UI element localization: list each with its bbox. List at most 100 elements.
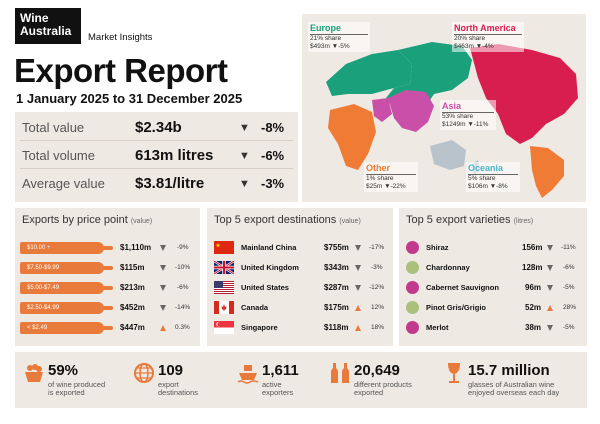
stat-number: 15.7 million [468,362,550,379]
region-name: Other [366,163,391,173]
price-change: -6% [177,284,189,291]
price-change: -10% [175,264,191,271]
region-name: Asia [442,101,462,111]
down-arrow-icon: ▼ [475,43,483,50]
down-arrow-icon [160,285,166,291]
stat-caption-line: active [262,380,282,389]
logo-line1: Wine [20,11,49,25]
region-change: -4% [482,43,494,50]
variety-value: 52m [525,303,542,312]
destination-change: 12% [371,304,385,311]
stats-strip: 59% of wine produced is exported 109 expo… [15,352,587,408]
destination-value: $755m [324,243,349,252]
down-arrow-icon [355,285,361,291]
variety-name: Merlot [426,323,449,332]
summary-label: Total volume [22,148,95,163]
region-figures: $1249m ▼-11% [442,121,494,129]
summary-change: -8% [261,120,285,135]
destination-value: $287m [324,283,349,292]
region-name: Oceania [468,163,504,173]
destination-value: $175m [324,303,349,312]
panel-title-text: Exports by price point [22,214,128,226]
summary-row-average-value: Average value $3.81/litre ▼ -3% [15,171,298,197]
stat-caption-line: glasses of Australian wine [468,380,555,389]
region-europe: Europe 21% share $493m ▼-5% [308,22,370,52]
price-value: $115m [120,263,145,272]
summary-label: Average value [22,176,105,191]
region-share: 1% share [366,175,394,182]
destination-change: 18% [371,324,385,331]
stat-caption-line: exporters [262,388,294,397]
grape-red-icon [406,321,419,334]
region-figures: $25m ▼-22% [366,183,416,191]
divider [20,168,293,169]
region-share: 20% share [454,35,486,42]
grape-basket-icon [25,364,43,382]
date-range: 1 January 2025 to 31 December 2025 [16,91,243,106]
price-change: -9% [177,244,189,251]
brand-logo: Wine Australia [15,8,81,44]
australia-shape [430,140,466,170]
summary-change: -6% [261,148,285,163]
wine-glass-icon [448,363,460,383]
china-flag-icon [214,241,234,254]
ship-icon [237,365,259,384]
variety-change: 28% [563,304,577,311]
stat-number: 20,649 [354,362,400,379]
globe-icon [134,363,154,383]
panel-unit: (value) [339,218,361,225]
divider [20,140,293,141]
variety-value: 38m [525,323,542,332]
price-point-panel: Exports by price point (value) $10.00 + … [15,208,200,346]
summary-row-total-value: Total value $2.34b ▼ -8% [15,115,298,141]
stat-number: 1,611 [262,362,299,379]
panel-unit: (value) [130,218,153,225]
down-arrow-icon [160,265,166,271]
region-share: 53% share [442,113,474,120]
summary-panel: Total value $2.34b ▼ -8% Total volume 61… [15,112,298,202]
stat-caption: of wine produced is exported [48,381,105,397]
world-map-graphic [326,42,578,198]
world-map: Europe 21% share $493m ▼-5% North Americ… [302,14,586,202]
destination-change: -17% [369,244,385,251]
bottle-bar: $2.50-$4.99 [20,302,113,314]
stat-caption-line: enjoyed overseas each day [468,388,560,397]
destination-name: United States [241,283,289,292]
south-america-shape [530,146,564,198]
bottle-bar: $10.00 + [20,242,113,254]
down-arrow-icon [547,325,553,331]
grape-white-icon [406,301,419,314]
grape-red-icon [406,241,419,254]
region-value: $1249m [442,121,466,128]
region-change: -11% [473,121,489,128]
logo-line2: Australia [20,24,72,38]
down-arrow-icon: ▼ [239,178,250,190]
panel-title-text: Top 5 export varieties [406,214,511,226]
up-arrow-icon [160,325,166,331]
bottle-bar: $5.00-$7.49 [20,282,113,294]
destination-name: Mainland China [241,243,297,252]
price-value: $213m [120,283,145,292]
down-arrow-icon [355,265,361,271]
price-change: -14% [175,304,191,311]
bottle-bar: $7.50-$9.99 [20,262,113,274]
down-arrow-icon: ▼ [239,122,250,134]
summary-label: Total value [22,120,85,135]
africa-shape [328,104,376,170]
stat-caption: glasses of Australian wine enjoyed overse… [468,381,559,397]
destinations-panel: Top 5 export destinations (value) Mainla… [207,208,393,346]
variety-change: -5% [563,284,575,291]
destination-name: Canada [241,303,269,312]
down-arrow-icon: ▼ [384,183,391,190]
destination-change: -3% [371,264,383,271]
region-north-america: North America 20% share $463m ▼-4% [452,22,524,52]
destination-value: $118m [324,323,349,332]
destination-value: $343m [324,263,349,272]
summary-value: 613m litres [135,147,214,164]
variety-name: Cabernet Sauvignon [426,283,499,292]
variety-name: Pinot Gris/Grigio [426,303,487,312]
variety-change: -6% [563,264,575,271]
region-oceania: Oceania 5% share $106m ▼-8% [466,162,520,192]
region-value: $463m [454,43,474,50]
usa-flag-icon [214,281,234,294]
